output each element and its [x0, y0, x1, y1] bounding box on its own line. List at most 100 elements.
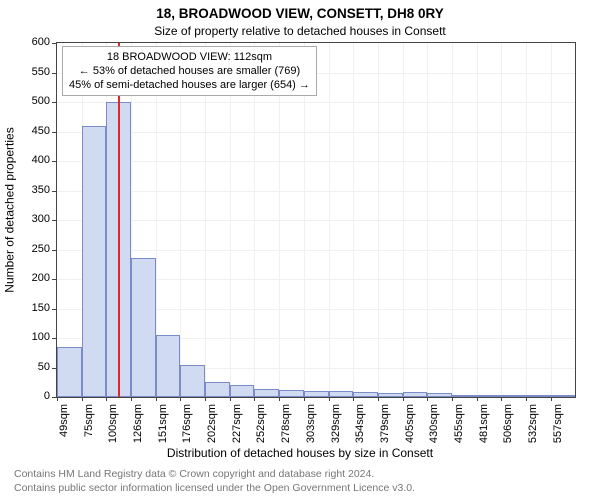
y-tick-label: 200 [20, 272, 50, 284]
x-tick-mark [403, 397, 404, 401]
gridline-h [57, 161, 575, 162]
x-tick-label: 557sqm [552, 404, 564, 444]
x-tick-label: 151sqm [157, 404, 169, 444]
histogram-bar [304, 391, 329, 397]
y-tick-mark [52, 191, 56, 192]
y-tick-label: 100 [20, 331, 50, 343]
x-tick-label: 227sqm [231, 404, 243, 444]
x-tick-label: 252sqm [255, 404, 267, 444]
x-tick-mark [82, 397, 83, 401]
y-tick-mark [52, 220, 56, 221]
histogram-bar [427, 393, 452, 397]
y-tick-mark [52, 368, 56, 369]
x-tick-mark [501, 397, 502, 401]
x-tick-mark [131, 397, 132, 401]
x-tick-mark [254, 397, 255, 401]
histogram-bar [205, 382, 230, 397]
x-axis-label: Distribution of detached houses by size … [0, 446, 600, 460]
gridline-v [329, 43, 330, 397]
x-tick-mark [353, 397, 354, 401]
histogram-bar [526, 395, 551, 397]
y-tick-mark [52, 161, 56, 162]
gridline-h [57, 102, 575, 103]
histogram-bar [477, 395, 502, 397]
x-tick-mark [279, 397, 280, 401]
histogram-bar [378, 393, 403, 397]
annotation-line-2: ← 53% of detached houses are smaller (76… [69, 64, 310, 78]
histogram-bar [501, 395, 526, 397]
gridline-v [526, 43, 527, 397]
gridline-v [551, 43, 552, 397]
gridline-v [427, 43, 428, 397]
footer-line-1: Contains HM Land Registry data © Crown c… [14, 468, 374, 480]
x-tick-label: 455sqm [453, 404, 465, 444]
y-axis-label-text: Number of detached properties [3, 127, 17, 292]
x-tick-label: 329sqm [330, 404, 342, 444]
y-tick-mark [52, 132, 56, 133]
gridline-h [57, 191, 575, 192]
x-tick-mark [477, 397, 478, 401]
gridline-v [378, 43, 379, 397]
x-tick-mark [205, 397, 206, 401]
annotation-line-1: 18 BROADWOOD VIEW: 112sqm [69, 50, 310, 64]
y-tick-label: 350 [20, 184, 50, 196]
gridline-h [57, 132, 575, 133]
y-axis-label: Number of detached properties [2, 0, 18, 420]
y-tick-mark [52, 73, 56, 74]
x-tick-label: 75sqm [83, 404, 95, 444]
footer-line-2: Contains public sector information licen… [14, 482, 415, 494]
histogram-bar [452, 395, 477, 397]
histogram-bar [180, 365, 205, 397]
x-tick-mark [452, 397, 453, 401]
y-tick-mark [52, 102, 56, 103]
gridline-v [477, 43, 478, 397]
x-tick-label: 100sqm [107, 404, 119, 444]
x-tick-mark [329, 397, 330, 401]
histogram-bar [353, 392, 378, 397]
y-tick-mark [52, 279, 56, 280]
y-tick-label: 550 [20, 66, 50, 78]
x-tick-label: 303sqm [305, 404, 317, 444]
y-tick-mark [52, 338, 56, 339]
x-tick-mark [156, 397, 157, 401]
y-tick-mark [52, 250, 56, 251]
x-tick-mark [304, 397, 305, 401]
histogram-bar [156, 335, 181, 397]
histogram-bar [403, 392, 428, 397]
gridline-h [57, 250, 575, 251]
x-tick-label: 532sqm [527, 404, 539, 444]
y-tick-label: 50 [20, 361, 50, 373]
y-tick-mark [52, 43, 56, 44]
histogram-bar [57, 347, 82, 397]
x-tick-mark [526, 397, 527, 401]
x-tick-mark [180, 397, 181, 401]
x-tick-label: 379sqm [379, 404, 391, 444]
y-tick-label: 300 [20, 213, 50, 225]
y-tick-label: 450 [20, 125, 50, 137]
x-tick-label: 354sqm [354, 404, 366, 444]
x-tick-mark [230, 397, 231, 401]
x-tick-label: 126sqm [132, 404, 144, 444]
annotation-line-3: 45% of semi-detached houses are larger (… [69, 78, 310, 92]
y-tick-mark [52, 397, 56, 398]
chart-subtitle: Size of property relative to detached ho… [0, 24, 600, 38]
x-tick-mark [106, 397, 107, 401]
histogram-bar [329, 391, 354, 397]
x-tick-label: 430sqm [428, 404, 440, 444]
x-tick-mark [551, 397, 552, 401]
x-tick-mark [57, 397, 58, 401]
histogram-bar [230, 385, 255, 397]
y-tick-label: 150 [20, 302, 50, 314]
x-tick-label: 405sqm [404, 404, 416, 444]
x-tick-label: 176sqm [181, 404, 193, 444]
gridline-v [452, 43, 453, 397]
y-tick-label: 0 [20, 390, 50, 402]
x-tick-label: 278sqm [280, 404, 292, 444]
y-tick-label: 250 [20, 243, 50, 255]
gridline-h [57, 220, 575, 221]
histogram-bar [82, 126, 107, 397]
x-tick-label: 49sqm [58, 404, 70, 444]
chart-title: 18, BROADWOOD VIEW, CONSETT, DH8 0RY [0, 6, 600, 21]
y-tick-label: 500 [20, 95, 50, 107]
gridline-v [353, 43, 354, 397]
